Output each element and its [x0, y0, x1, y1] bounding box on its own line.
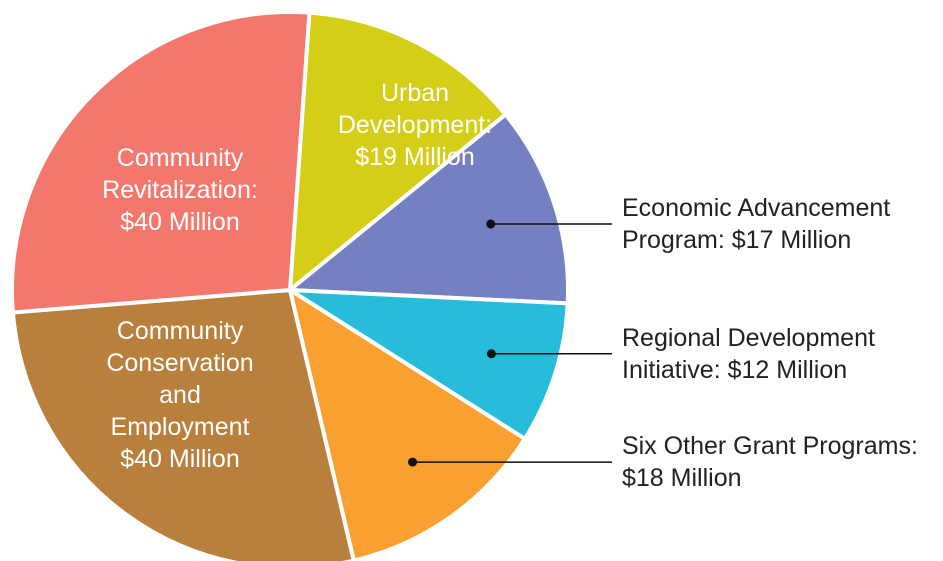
category-label: Regional Development Initiative: — [622, 323, 875, 384]
pie-slice — [10, 287, 356, 561]
category-label: Urban Development: — [337, 79, 493, 139]
category-label: Community Conservation and Employment — [106, 317, 254, 441]
value-label: $18 Million — [622, 464, 742, 493]
value-label: $12 Million — [727, 355, 848, 384]
slice-label: Six Other Grant Programs: $18 Million — [622, 430, 922, 494]
value-label: $17 Million — [731, 226, 852, 255]
value-label: $40 Million — [120, 208, 240, 236]
slice-label: Economic Advancement Program: $17 Millio… — [622, 192, 922, 256]
pie-slice — [10, 10, 312, 315]
pie-slice — [282, 287, 570, 442]
pie-slice — [287, 10, 509, 295]
slice-label: Urban Development: $19 Million — [335, 77, 495, 173]
slice-label: Community Conservation and Employment $4… — [93, 315, 268, 475]
slice-label: Regional Development Initiative: $12 Mil… — [622, 322, 922, 386]
value-label: $19 Million — [355, 143, 475, 171]
category-label: Economic Advancement Program: — [622, 194, 891, 255]
category-label: Community Revitalization: — [102, 144, 258, 204]
pie-slice — [284, 111, 570, 306]
category-label: Six Other Grant Programs: — [622, 432, 918, 461]
slice-label: Community Revitalization: $40 Million — [85, 142, 275, 238]
value-label: $40 Million — [120, 445, 240, 473]
pie-slice — [286, 285, 528, 561]
